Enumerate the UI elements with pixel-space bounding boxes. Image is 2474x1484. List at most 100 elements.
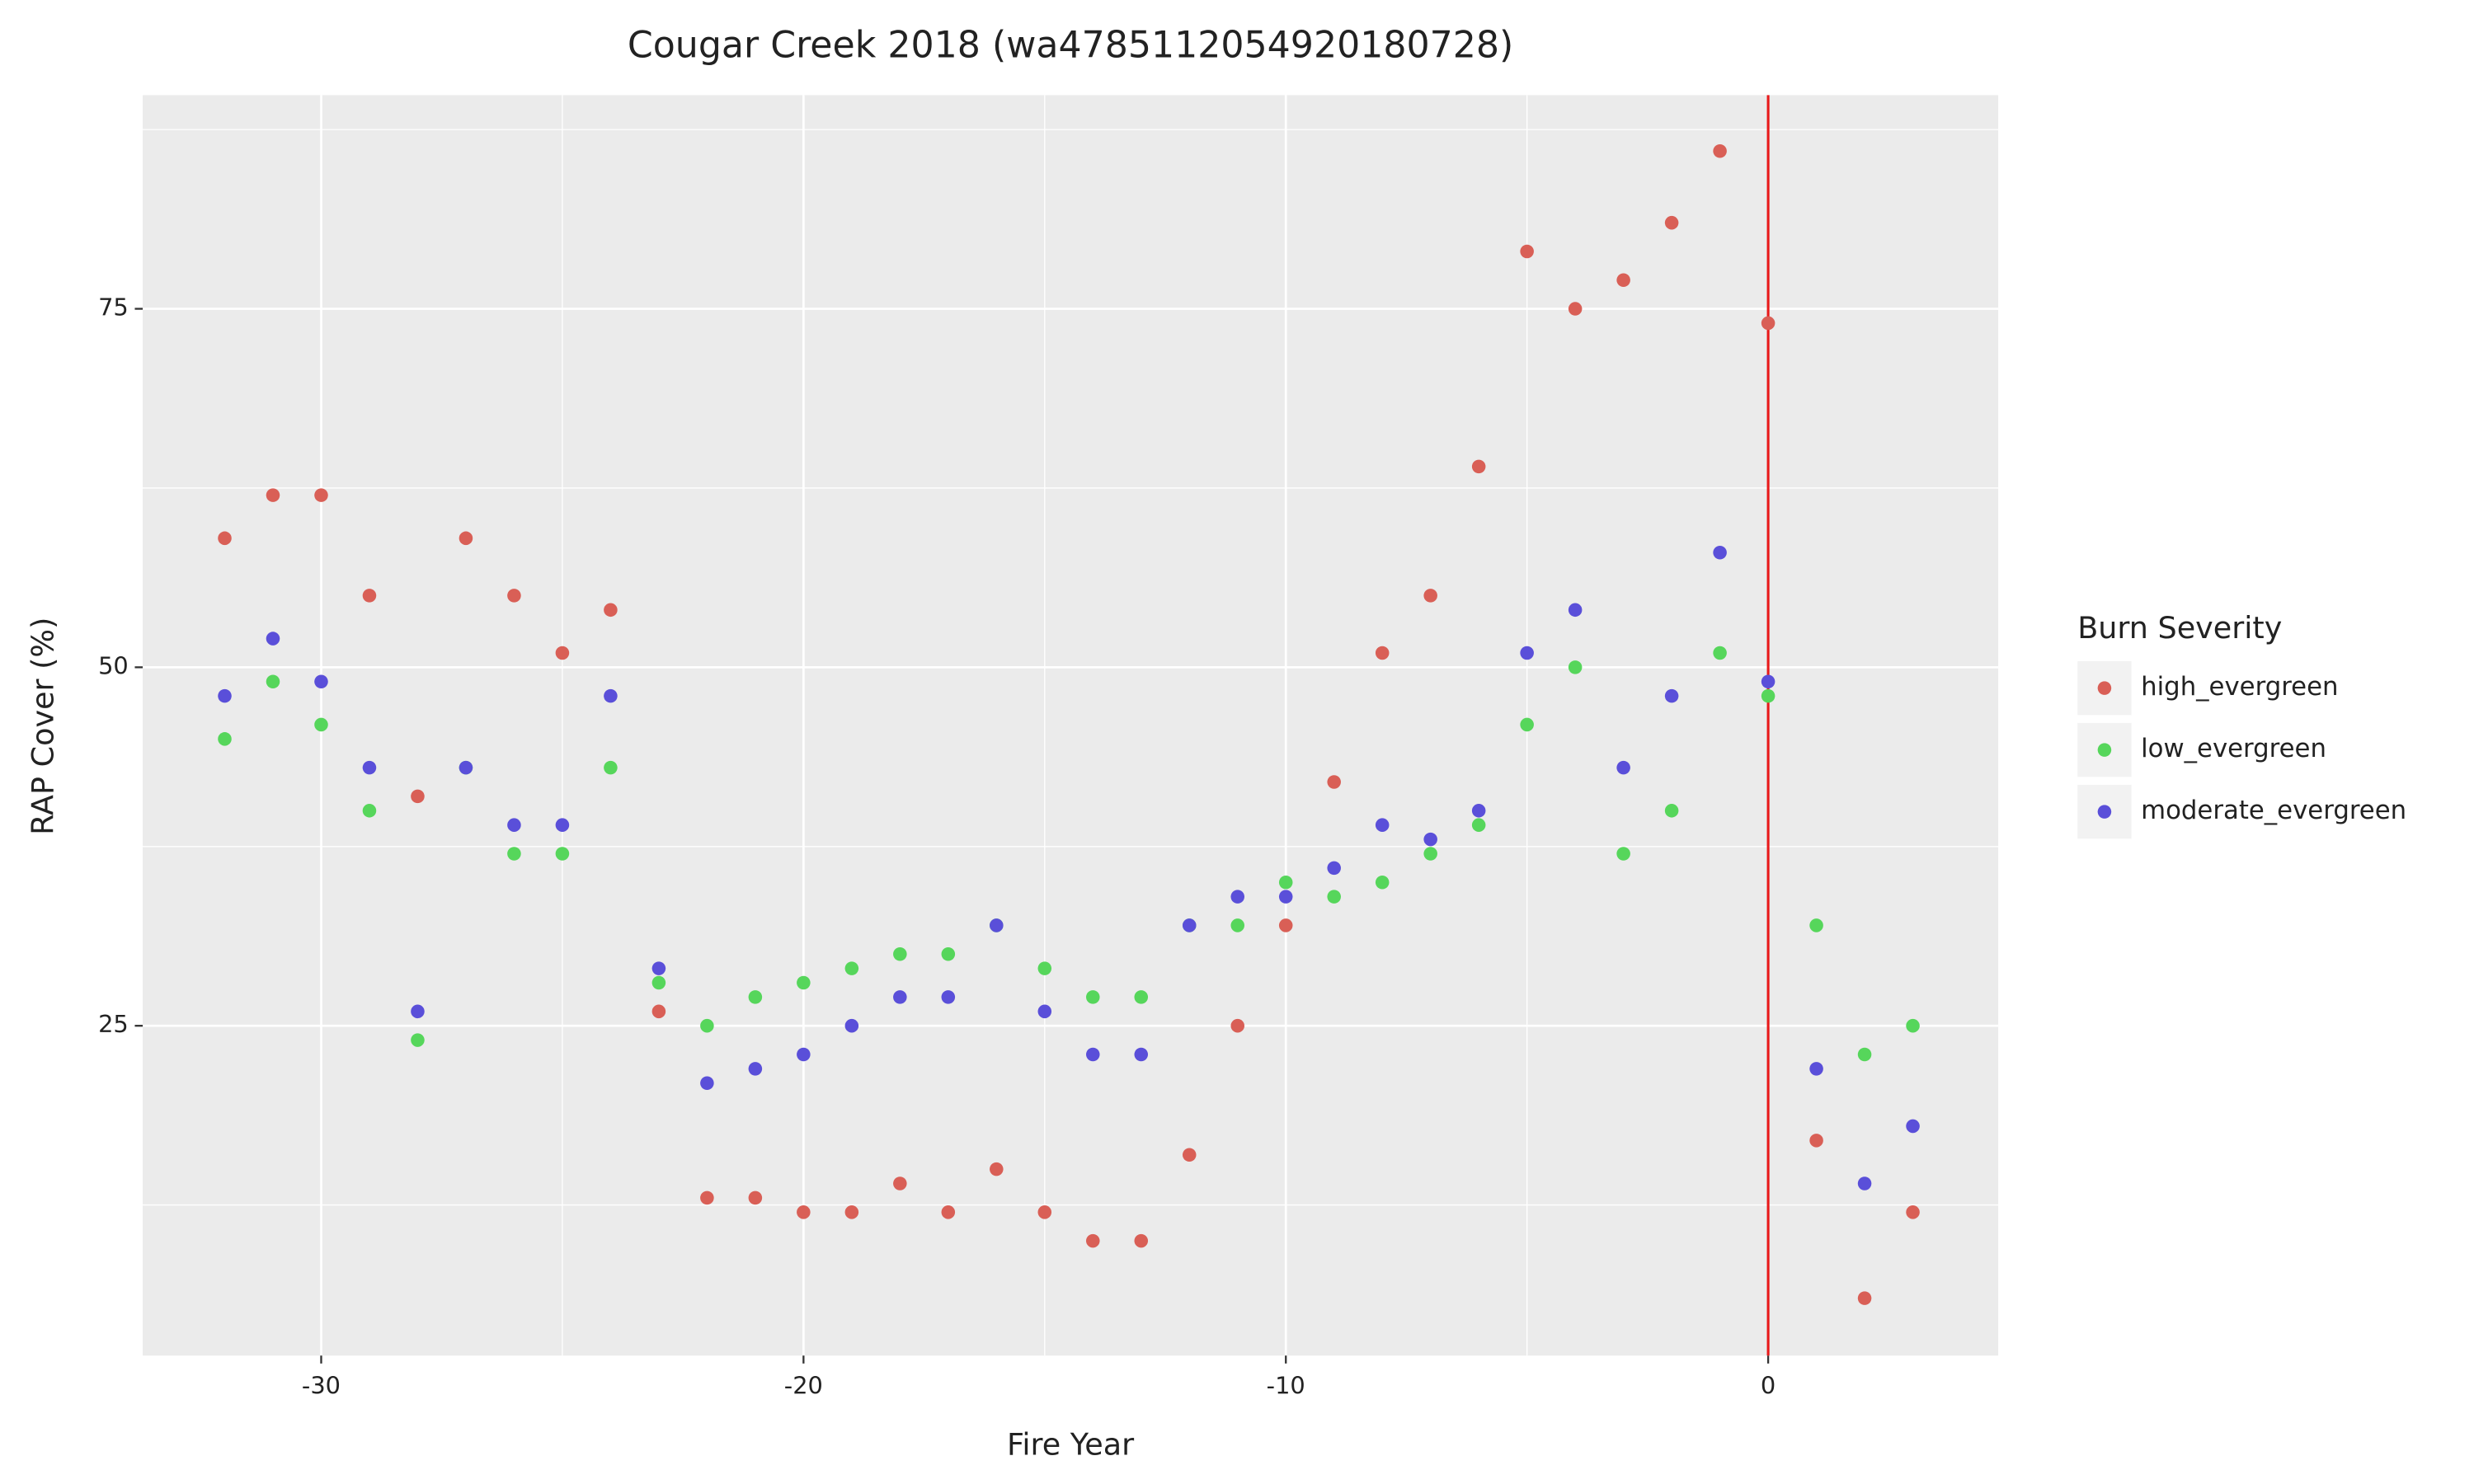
point bbox=[1278, 875, 1293, 890]
point bbox=[362, 804, 377, 818]
point bbox=[1616, 760, 1630, 775]
point bbox=[1568, 603, 1583, 618]
point bbox=[218, 531, 232, 546]
x-tick-label: 0 bbox=[1761, 1372, 1776, 1400]
point bbox=[1809, 918, 1823, 932]
legend-title: Burn Severity bbox=[2077, 610, 2282, 646]
point bbox=[1134, 1233, 1149, 1248]
point bbox=[1809, 1134, 1823, 1148]
point bbox=[218, 688, 232, 703]
point bbox=[651, 975, 666, 990]
y-tick-label: 25 bbox=[98, 1010, 129, 1038]
point bbox=[1761, 688, 1776, 703]
point bbox=[1616, 847, 1630, 861]
point bbox=[266, 674, 280, 689]
point bbox=[844, 1205, 859, 1219]
point bbox=[797, 975, 811, 990]
point bbox=[748, 1190, 763, 1205]
legend-marker bbox=[2097, 743, 2112, 757]
point bbox=[797, 1047, 811, 1062]
point bbox=[1037, 1004, 1052, 1019]
point bbox=[1471, 459, 1486, 474]
point bbox=[1520, 244, 1534, 259]
point bbox=[1664, 688, 1679, 703]
legend-label: high_evergreen bbox=[2141, 672, 2338, 702]
point bbox=[893, 990, 907, 1004]
point bbox=[1230, 890, 1245, 904]
point bbox=[1471, 818, 1486, 832]
point bbox=[1327, 861, 1341, 876]
point bbox=[651, 961, 666, 975]
point bbox=[797, 1205, 811, 1219]
point bbox=[1664, 215, 1679, 230]
point bbox=[1664, 804, 1679, 818]
point bbox=[1906, 1205, 1920, 1219]
legend-label: moderate_evergreen bbox=[2141, 796, 2406, 825]
point bbox=[411, 789, 425, 804]
point bbox=[1278, 918, 1293, 932]
legend-label: low_evergreen bbox=[2141, 734, 2326, 763]
point bbox=[362, 589, 377, 603]
point bbox=[1086, 1233, 1100, 1248]
point bbox=[1713, 646, 1727, 660]
point bbox=[1423, 832, 1437, 847]
point bbox=[1520, 646, 1534, 660]
point bbox=[459, 760, 473, 775]
point bbox=[1230, 1018, 1245, 1033]
point bbox=[1713, 545, 1727, 560]
point bbox=[844, 1018, 859, 1033]
point bbox=[411, 1033, 425, 1047]
point bbox=[1182, 1148, 1197, 1162]
point bbox=[1230, 918, 1245, 932]
point bbox=[1037, 1205, 1052, 1219]
point bbox=[555, 818, 570, 832]
x-tick-label: -10 bbox=[1267, 1372, 1305, 1400]
point bbox=[748, 990, 763, 1004]
point bbox=[893, 946, 907, 961]
point bbox=[314, 488, 328, 502]
point bbox=[1761, 674, 1776, 689]
point bbox=[459, 531, 473, 546]
point bbox=[1471, 804, 1486, 818]
point bbox=[941, 946, 956, 961]
point bbox=[1809, 1062, 1823, 1076]
point bbox=[1520, 717, 1534, 732]
point bbox=[1568, 302, 1583, 316]
point bbox=[651, 1004, 666, 1019]
point bbox=[555, 646, 570, 660]
x-axis-title: Fire Year bbox=[1007, 1426, 1135, 1462]
point bbox=[507, 847, 521, 861]
point bbox=[1327, 890, 1341, 904]
y-axis-title: RAP Cover (%) bbox=[25, 618, 60, 835]
point bbox=[1423, 847, 1437, 861]
point bbox=[941, 990, 956, 1004]
point bbox=[507, 589, 521, 603]
point bbox=[893, 1176, 907, 1190]
point bbox=[1713, 143, 1727, 158]
point bbox=[700, 1190, 714, 1205]
y-tick-label: 50 bbox=[98, 651, 129, 679]
point bbox=[700, 1018, 714, 1033]
point bbox=[1037, 961, 1052, 975]
point bbox=[604, 760, 618, 775]
point bbox=[1134, 1047, 1149, 1062]
point bbox=[1906, 1018, 1920, 1033]
point bbox=[1375, 875, 1390, 890]
point bbox=[1327, 775, 1341, 789]
point bbox=[1375, 818, 1390, 832]
point bbox=[314, 717, 328, 732]
point bbox=[1134, 990, 1149, 1004]
point bbox=[1906, 1119, 1920, 1134]
point bbox=[1086, 1047, 1100, 1062]
point bbox=[1857, 1291, 1872, 1305]
point bbox=[990, 1162, 1004, 1176]
point bbox=[1616, 273, 1630, 288]
point bbox=[1182, 918, 1197, 932]
point bbox=[941, 1205, 956, 1219]
point bbox=[411, 1004, 425, 1019]
legend-marker bbox=[2097, 805, 2112, 819]
point bbox=[1278, 890, 1293, 904]
point bbox=[362, 760, 377, 775]
point bbox=[604, 603, 618, 618]
point bbox=[748, 1062, 763, 1076]
